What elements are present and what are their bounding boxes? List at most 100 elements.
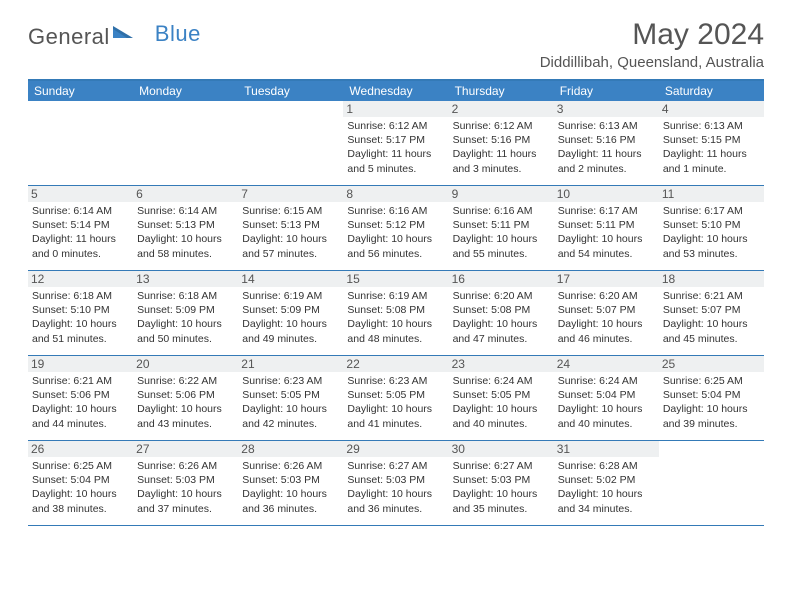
daylight-text: Daylight: 10 hours — [558, 232, 655, 246]
day-cell: 4Sunrise: 6:13 AMSunset: 5:15 PMDaylight… — [659, 101, 764, 185]
sunrise-text: Sunrise: 6:14 AM — [32, 204, 129, 218]
sunset-text: Sunset: 5:05 PM — [453, 388, 550, 402]
daylight-text: Daylight: 10 hours — [453, 402, 550, 416]
sunrise-text: Sunrise: 6:16 AM — [347, 204, 444, 218]
sunrise-text: Sunrise: 6:14 AM — [137, 204, 234, 218]
daylight-text: and 37 minutes. — [137, 502, 234, 516]
day-number: 7 — [238, 186, 343, 202]
day-cell: 2Sunrise: 6:12 AMSunset: 5:16 PMDaylight… — [449, 101, 554, 185]
sunrise-text: Sunrise: 6:17 AM — [558, 204, 655, 218]
daylight-text: Daylight: 10 hours — [558, 317, 655, 331]
sunset-text: Sunset: 5:09 PM — [137, 303, 234, 317]
day-cell: 9Sunrise: 6:16 AMSunset: 5:11 PMDaylight… — [449, 186, 554, 270]
sunset-text: Sunset: 5:10 PM — [32, 303, 129, 317]
sunset-text: Sunset: 5:13 PM — [137, 218, 234, 232]
sunrise-text: Sunrise: 6:20 AM — [558, 289, 655, 303]
daylight-text: Daylight: 10 hours — [347, 232, 444, 246]
daylight-text: and 34 minutes. — [558, 502, 655, 516]
sunset-text: Sunset: 5:04 PM — [558, 388, 655, 402]
sunset-text: Sunset: 5:12 PM — [347, 218, 444, 232]
day-header: Sunday — [28, 81, 133, 101]
sunrise-text: Sunrise: 6:28 AM — [558, 459, 655, 473]
daylight-text: Daylight: 10 hours — [453, 487, 550, 501]
sunrise-text: Sunrise: 6:26 AM — [137, 459, 234, 473]
daylight-text: and 58 minutes. — [137, 247, 234, 261]
daylight-text: and 42 minutes. — [242, 417, 339, 431]
logo-text-general: General — [28, 24, 110, 50]
day-number: 30 — [449, 441, 554, 457]
day-number: 13 — [133, 271, 238, 287]
day-cell: 1Sunrise: 6:12 AMSunset: 5:17 PMDaylight… — [343, 101, 448, 185]
daylight-text: Daylight: 10 hours — [453, 232, 550, 246]
sunset-text: Sunset: 5:02 PM — [558, 473, 655, 487]
weeks-container: 1Sunrise: 6:12 AMSunset: 5:17 PMDaylight… — [28, 101, 764, 526]
daylight-text: and 53 minutes. — [663, 247, 760, 261]
daylight-text: Daylight: 10 hours — [242, 487, 339, 501]
daylight-text: and 35 minutes. — [453, 502, 550, 516]
sunset-text: Sunset: 5:14 PM — [32, 218, 129, 232]
day-number: 25 — [659, 356, 764, 372]
daylight-text: and 56 minutes. — [347, 247, 444, 261]
day-cell: 15Sunrise: 6:19 AMSunset: 5:08 PMDayligh… — [343, 271, 448, 355]
logo-triangle-icon — [113, 24, 133, 43]
sunrise-text: Sunrise: 6:24 AM — [558, 374, 655, 388]
sunset-text: Sunset: 5:04 PM — [32, 473, 129, 487]
calendar-grid: Sunday Monday Tuesday Wednesday Thursday… — [28, 79, 764, 526]
day-number: 8 — [343, 186, 448, 202]
week-row: 1Sunrise: 6:12 AMSunset: 5:17 PMDaylight… — [28, 101, 764, 186]
day-header: Friday — [554, 81, 659, 101]
sunrise-text: Sunrise: 6:16 AM — [453, 204, 550, 218]
daylight-text: Daylight: 10 hours — [347, 317, 444, 331]
daylight-text: Daylight: 10 hours — [663, 232, 760, 246]
day-header: Monday — [133, 81, 238, 101]
sunrise-text: Sunrise: 6:27 AM — [453, 459, 550, 473]
daylight-text: Daylight: 10 hours — [663, 402, 760, 416]
sunrise-text: Sunrise: 6:19 AM — [242, 289, 339, 303]
day-header: Wednesday — [343, 81, 448, 101]
sunrise-text: Sunrise: 6:21 AM — [32, 374, 129, 388]
sunrise-text: Sunrise: 6:19 AM — [347, 289, 444, 303]
sunrise-text: Sunrise: 6:26 AM — [242, 459, 339, 473]
sunrise-text: Sunrise: 6:23 AM — [347, 374, 444, 388]
day-cell: 30 Sunrise: 6:27 AMSunset: 5:03 PMDayligh… — [449, 441, 554, 525]
daylight-text: and 1 minute. — [663, 162, 760, 176]
sunrise-text: Sunrise: 6:23 AM — [242, 374, 339, 388]
day-number: 11 — [659, 186, 764, 202]
daylight-text: Daylight: 10 hours — [32, 402, 129, 416]
title-block: May 2024 Diddillibah, Queensland, Austra… — [540, 18, 764, 71]
week-row: 12Sunrise: 6:18 AMSunset: 5:10 PMDayligh… — [28, 271, 764, 356]
day-cell — [659, 441, 764, 525]
daylight-text: Daylight: 11 hours — [32, 232, 129, 246]
day-cell: 5Sunrise: 6:14 AMSunset: 5:14 PMDaylight… — [28, 186, 133, 270]
day-number: 14 — [238, 271, 343, 287]
day-cell — [28, 101, 133, 185]
calendar-page: General Blue May 2024 Diddillibah, Queen… — [0, 0, 792, 546]
week-row: 19Sunrise: 6:21 AMSunset: 5:06 PMDayligh… — [28, 356, 764, 441]
daylight-text: Daylight: 10 hours — [347, 402, 444, 416]
sunset-text: Sunset: 5:10 PM — [663, 218, 760, 232]
day-number: 19 — [28, 356, 133, 372]
daylight-text: and 54 minutes. — [558, 247, 655, 261]
day-number: 24 — [554, 356, 659, 372]
sunrise-text: Sunrise: 6:20 AM — [453, 289, 550, 303]
daylight-text: Daylight: 10 hours — [242, 402, 339, 416]
daylight-text: Daylight: 10 hours — [347, 487, 444, 501]
daylight-text: and 3 minutes. — [453, 162, 550, 176]
daylight-text: Daylight: 10 hours — [137, 317, 234, 331]
day-cell: 17Sunrise: 6:20 AMSunset: 5:07 PMDayligh… — [554, 271, 659, 355]
daylight-text: and 45 minutes. — [663, 332, 760, 346]
day-number: 3 — [554, 101, 659, 117]
sunset-text: Sunset: 5:03 PM — [453, 473, 550, 487]
day-number: 21 — [238, 356, 343, 372]
sunset-text: Sunset: 5:05 PM — [347, 388, 444, 402]
sunrise-text: Sunrise: 6:18 AM — [137, 289, 234, 303]
day-number: 2 — [449, 101, 554, 117]
day-cell: 18Sunrise: 6:21 AMSunset: 5:07 PMDayligh… — [659, 271, 764, 355]
day-cell: 24Sunrise: 6:24 AMSunset: 5:04 PMDayligh… — [554, 356, 659, 440]
day-cell: 14Sunrise: 6:19 AMSunset: 5:09 PMDayligh… — [238, 271, 343, 355]
sunset-text: Sunset: 5:08 PM — [347, 303, 444, 317]
sunrise-text: Sunrise: 6:18 AM — [32, 289, 129, 303]
daylight-text: and 40 minutes. — [558, 417, 655, 431]
daylight-text: Daylight: 11 hours — [558, 147, 655, 161]
daylight-text: Daylight: 11 hours — [347, 147, 444, 161]
